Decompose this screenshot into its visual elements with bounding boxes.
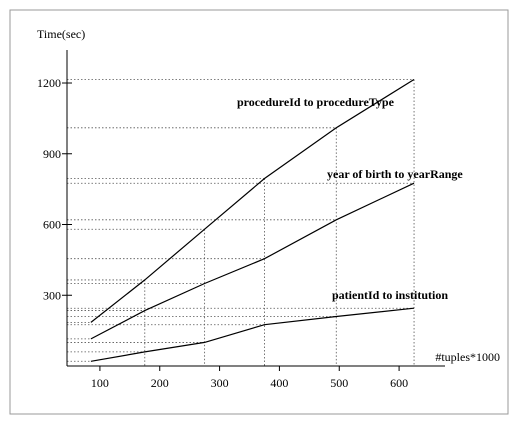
y-tick-label-1200: 1200 <box>37 76 61 90</box>
y-ticks: 300 600 900 1200 <box>37 76 72 302</box>
x-tick-label-200: 200 <box>151 376 169 390</box>
series-line-2 <box>90 307 415 362</box>
y-tick-label-900: 900 <box>43 147 61 161</box>
y-tick-label-300: 300 <box>43 288 61 302</box>
x-axis-title: #tuples*1000 <box>435 350 500 364</box>
chart-frame <box>9 9 509 415</box>
x-tick-label-300: 300 <box>211 376 229 390</box>
x-tick-label-400: 400 <box>270 376 288 390</box>
series-lines <box>90 78 415 362</box>
x-ticks: 100 200 300 400 500 600 <box>91 366 408 390</box>
series-label-procedureid: procedureId to procedureType <box>237 95 395 109</box>
series-line-1 <box>90 182 415 340</box>
series-label-patientid: patientId to institution <box>332 288 448 302</box>
x-tick-label-500: 500 <box>330 376 348 390</box>
x-tick-label-600: 600 <box>390 376 408 390</box>
series-line-0 <box>90 78 415 323</box>
x-tick-label-100: 100 <box>91 376 109 390</box>
y-tick-label-600: 600 <box>43 218 61 232</box>
series-label-year-of-birth: year of birth to yearRange <box>327 167 463 181</box>
y-axis-title: Time(sec) <box>37 27 85 41</box>
